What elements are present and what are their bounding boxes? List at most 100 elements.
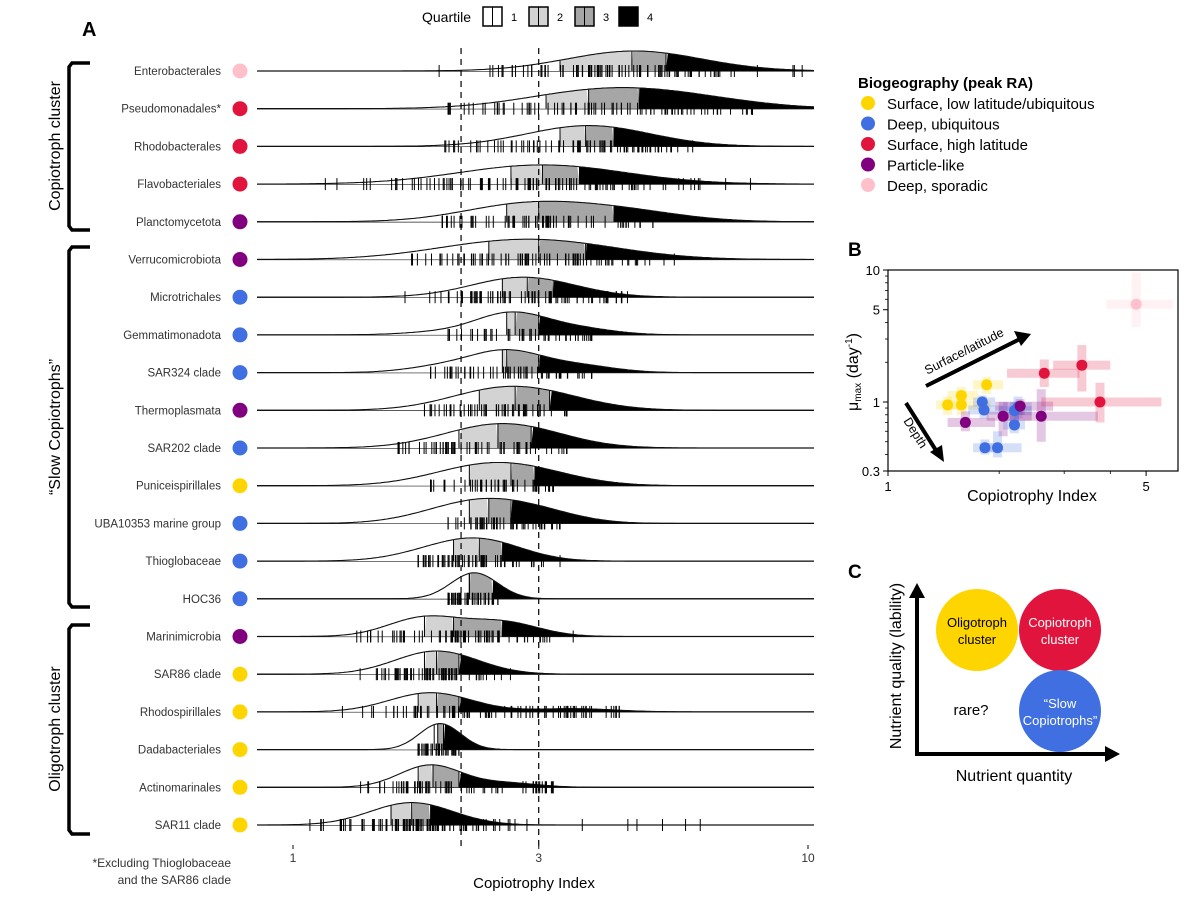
quartile-legend-item: 1 xyxy=(482,6,517,27)
quartile-legend-label: 1 xyxy=(511,12,517,24)
legend-label: Surface, high latitude xyxy=(887,137,1028,154)
quartile-area-1 xyxy=(257,94,547,109)
density-outline xyxy=(256,164,814,185)
quartile-area-3 xyxy=(469,572,494,599)
quartile-area-3 xyxy=(538,201,614,222)
circle-label: cluster xyxy=(958,632,997,647)
quartile-area-4 xyxy=(502,620,814,637)
ridge-row: SAR202 clade xyxy=(147,423,814,456)
scatter-point xyxy=(955,389,967,401)
scatter-point xyxy=(979,442,991,454)
depth-arrow-head xyxy=(930,445,944,462)
legend-label: Surface, low latitude/ubiquitous xyxy=(887,96,1095,113)
biogeography-dot xyxy=(232,63,248,79)
x-tick-label: 1 xyxy=(290,851,297,865)
biogeography-dot xyxy=(232,779,248,795)
scatter-point xyxy=(1094,396,1106,408)
taxon-label: Enterobacterales xyxy=(134,66,221,78)
taxon-label: Pseudomonadales* xyxy=(121,104,221,116)
quartile-area-1 xyxy=(257,429,459,448)
ridge-row: SAR324 clade xyxy=(147,349,814,381)
quartile-area-1 xyxy=(257,204,507,222)
panel-label-c: C xyxy=(848,562,862,583)
taxon-label: Thioglobaceae xyxy=(146,556,221,568)
quartile-area-4 xyxy=(613,127,814,147)
biogeography-dot xyxy=(232,138,248,154)
surface-arrow-shaft xyxy=(925,337,1021,388)
scatter-point xyxy=(981,379,993,391)
ridge-row: Planctomycetota xyxy=(136,200,814,230)
biogeography-legend-item: Deep, sporadic xyxy=(861,178,988,195)
ridge-row: Enterobacterales xyxy=(134,50,815,79)
y-tick-label: 1 xyxy=(873,395,880,410)
surface-arrow-head xyxy=(1014,331,1031,346)
scatter-point xyxy=(997,410,1009,422)
ridge-row: Puniceispirillales xyxy=(136,461,814,494)
footnote-line-1: *Excluding Thioglobaceae xyxy=(92,856,231,870)
quartile-area-2 xyxy=(510,164,543,185)
quartile-area-1 xyxy=(257,724,435,750)
ridge-row: Actinomarinales xyxy=(139,764,814,795)
quartile-area-1 xyxy=(257,573,470,599)
density-outline xyxy=(257,497,814,524)
quartile-area-1 xyxy=(257,312,507,335)
scatter-point xyxy=(1014,400,1026,412)
quartile-swatch xyxy=(618,6,639,27)
circle-label: Copiotroph xyxy=(1028,615,1092,630)
y-axis-label: μmax (day-1) xyxy=(844,333,864,411)
density-outline xyxy=(257,692,814,713)
ridge-row: Rhodobacterales xyxy=(134,125,814,154)
quartile-area-1 xyxy=(257,805,392,825)
circle-label: Copiotrophs” xyxy=(1023,713,1097,728)
y-axis-arrowhead xyxy=(909,583,925,598)
quartile-area-1 xyxy=(257,616,425,637)
biogeography-dot xyxy=(232,214,248,230)
quartile-area-4 xyxy=(458,654,814,675)
x-tick-label: 1 xyxy=(884,479,891,494)
density-outline xyxy=(257,572,814,600)
quartile-area-1 xyxy=(257,652,425,675)
quartile-area-2 xyxy=(469,462,511,486)
quartile-legend-item: 2 xyxy=(528,6,563,27)
biogeography-dot xyxy=(232,817,248,833)
quartile-area-4 xyxy=(538,355,814,373)
legend-label: Deep, sporadic xyxy=(887,178,988,195)
group-bracket xyxy=(67,61,90,232)
density-outline xyxy=(257,349,814,374)
biogeography-dot xyxy=(232,666,248,682)
x-axis-label: Copiotrophy Index xyxy=(473,875,595,892)
scatter-point xyxy=(942,399,954,411)
legend-dot xyxy=(861,178,875,192)
scatter-point xyxy=(992,442,1004,454)
scatter-point xyxy=(978,404,990,416)
density-outline xyxy=(257,537,814,562)
circle-shape xyxy=(1019,670,1101,752)
scatter-point xyxy=(959,416,971,428)
x-error-bar xyxy=(947,400,991,410)
biogeography-dot xyxy=(232,704,248,720)
biogeography-dot xyxy=(232,553,248,569)
quartile-area-3 xyxy=(488,498,511,524)
density-outline xyxy=(257,802,814,826)
taxon-label: Microtrichales xyxy=(150,292,221,304)
quartile-area-3 xyxy=(432,764,459,788)
quartile-area-1 xyxy=(257,349,503,373)
circle-shape xyxy=(1019,589,1101,671)
taxon-label: SAR11 clade xyxy=(155,820,221,832)
legend-dot xyxy=(861,157,875,172)
rare-label: rare? xyxy=(953,702,988,719)
y-label-sub: max xyxy=(853,383,864,402)
ridge-row: Gemmatimonadota xyxy=(123,311,814,343)
quartile-area-4 xyxy=(458,697,814,712)
biogeography-legend-item: Surface, high latitude xyxy=(861,137,1028,154)
biogeography-dot xyxy=(232,742,248,758)
quartile-area-3 xyxy=(585,125,614,147)
quartile-area-4 xyxy=(443,724,814,750)
density-outline xyxy=(257,650,814,675)
biogeography-legend-item: Particle-like xyxy=(861,157,965,175)
legend-label: Deep, ubiquitous xyxy=(887,117,1000,134)
legend-label: Particle-like xyxy=(887,158,965,175)
legend-dot xyxy=(861,137,875,151)
quartile-area-1 xyxy=(257,500,470,524)
quadrant-circle: Oligotroph cluster xyxy=(936,589,1018,671)
